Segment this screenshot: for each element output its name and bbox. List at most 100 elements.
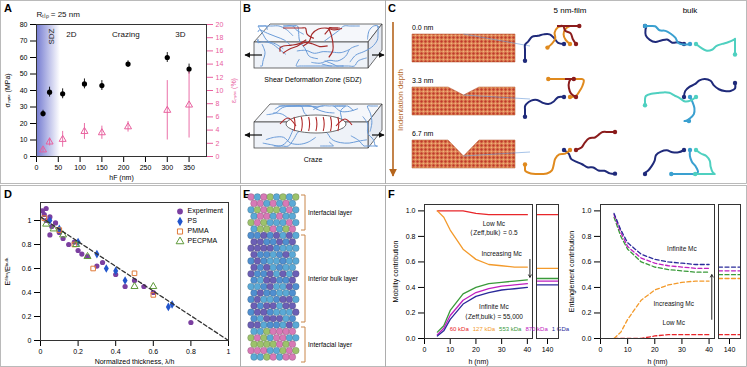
- svg-text:0.8: 0.8: [582, 233, 592, 240]
- svg-text:0.0: 0.0: [406, 335, 416, 342]
- svg-text:Increasing Mc: Increasing Mc: [654, 300, 695, 308]
- svg-text:B: B: [243, 2, 251, 14]
- svg-text:70: 70: [20, 37, 28, 44]
- svg-text:Low Mc: Low Mc: [483, 220, 506, 227]
- svg-text:A: A: [4, 2, 12, 14]
- svg-text:20: 20: [472, 346, 480, 353]
- svg-text:0.2: 0.2: [582, 309, 592, 316]
- svg-text:0.6: 0.6: [148, 348, 158, 355]
- svg-text:0.2: 0.2: [73, 348, 83, 355]
- svg-text:εₘₐₓ (%): εₘₐₓ (%): [230, 78, 238, 103]
- svg-text:0.8: 0.8: [22, 241, 32, 248]
- svg-text:8: 8: [216, 100, 220, 107]
- svg-text:20: 20: [20, 120, 28, 127]
- svg-text:0: 0: [35, 164, 39, 171]
- svg-text:1.0: 1.0: [406, 207, 416, 214]
- svg-text:50: 50: [54, 164, 62, 171]
- svg-text:200: 200: [118, 164, 130, 171]
- svg-text:30: 30: [678, 346, 686, 353]
- svg-text:Infinite Mc: Infinite Mc: [479, 303, 509, 310]
- svg-text:D: D: [4, 188, 12, 200]
- svg-text:0: 0: [24, 153, 28, 160]
- svg-text:6: 6: [216, 113, 220, 120]
- svg-text:0.6: 0.6: [406, 258, 416, 265]
- svg-text:bulk: bulk: [683, 6, 699, 15]
- svg-text:F: F: [388, 188, 395, 200]
- svg-text:σₘₐₓ (MPa): σₘₐₓ (MPa): [4, 73, 12, 107]
- svg-text:Normalized thickness, λ/h: Normalized thickness, λ/h: [95, 358, 175, 365]
- svg-text:0: 0: [28, 337, 32, 344]
- svg-text:50: 50: [20, 70, 28, 77]
- svg-text:12: 12: [216, 74, 224, 81]
- svg-text:Interfacial layer: Interfacial layer: [308, 209, 353, 217]
- svg-text:80: 80: [20, 21, 28, 28]
- svg-text:Craze: Craze: [304, 156, 323, 163]
- svg-text:Interior bulk layer: Interior bulk layer: [308, 275, 359, 283]
- svg-text:Increasing Mc: Increasing Mc: [481, 250, 522, 258]
- svg-text:10: 10: [446, 346, 454, 353]
- svg-text:hF (nm): hF (nm): [109, 174, 134, 182]
- svg-text:60: 60: [20, 54, 28, 61]
- svg-text:Interfacial layer: Interfacial layer: [308, 341, 353, 349]
- svg-text:300: 300: [161, 164, 173, 171]
- svg-text:16: 16: [216, 47, 224, 54]
- svg-text:14: 14: [216, 60, 224, 67]
- svg-text:0.2: 0.2: [406, 309, 416, 316]
- svg-text:20: 20: [651, 346, 659, 353]
- svg-text:40: 40: [20, 87, 28, 94]
- svg-text:350: 350: [183, 164, 195, 171]
- svg-text:h (nm): h (nm): [468, 358, 488, 366]
- svg-text:30: 30: [498, 346, 506, 353]
- svg-text:0.2: 0.2: [22, 313, 32, 320]
- svg-text:10: 10: [20, 136, 28, 143]
- svg-text:Mobility contribution: Mobility contribution: [392, 240, 400, 302]
- svg-text:3.3 nm: 3.3 nm: [412, 77, 434, 84]
- svg-text:100: 100: [74, 164, 86, 171]
- svg-text:0: 0: [423, 346, 427, 353]
- svg-text:h (nm): h (nm): [647, 358, 667, 366]
- svg-text:250: 250: [140, 164, 152, 171]
- svg-text:1: 1: [227, 348, 231, 355]
- svg-text:⟨Zeff,bulk⟩ = 55,000: ⟨Zeff,bulk⟩ = 55,000: [465, 313, 523, 320]
- svg-text:0.0: 0.0: [582, 335, 592, 342]
- svg-text:0.6: 0.6: [22, 265, 32, 272]
- svg-text:3D: 3D: [175, 30, 185, 39]
- svg-text:20: 20: [216, 21, 224, 28]
- svg-text:140: 140: [724, 346, 736, 353]
- svg-text:150: 150: [96, 164, 108, 171]
- svg-text:C: C: [388, 2, 396, 14]
- svg-text:Eᶠⁱˡᵐ/Eᵇᵘˡᵏ: Eᶠⁱˡᵐ/Eᵇᵘˡᵏ: [4, 257, 11, 285]
- svg-text:1.0: 1.0: [582, 207, 592, 214]
- svg-text:6.7 nm: 6.7 nm: [412, 130, 434, 137]
- svg-text:Infinite Mc: Infinite Mc: [667, 245, 697, 252]
- svg-text:SDZ: SDZ: [47, 28, 56, 44]
- svg-text:Crazing: Crazing: [112, 30, 140, 39]
- svg-text:30: 30: [20, 103, 28, 110]
- svg-text:2: 2: [216, 140, 220, 147]
- svg-text:0: 0: [39, 348, 43, 355]
- svg-text:Shear Deformation Zone (SDZ): Shear Deformation Zone (SDZ): [264, 76, 361, 84]
- svg-text:4: 4: [216, 126, 220, 133]
- svg-text:0: 0: [216, 153, 220, 160]
- svg-text:0.4: 0.4: [111, 348, 121, 355]
- svg-text:Rₜᵢₚ = 25 nm: Rₜᵢₚ = 25 nm: [37, 10, 81, 19]
- svg-text:⟨Zeff,bulk⟩ = 0.5: ⟨Zeff,bulk⟩ = 0.5: [470, 229, 518, 236]
- svg-text:140: 140: [542, 346, 554, 353]
- svg-text:0.4: 0.4: [406, 284, 416, 291]
- svg-text:0.4: 0.4: [582, 284, 592, 291]
- svg-text:0.4: 0.4: [22, 289, 32, 296]
- svg-text:40: 40: [705, 346, 713, 353]
- svg-text:0.8: 0.8: [406, 233, 416, 240]
- svg-text:40: 40: [523, 346, 531, 353]
- svg-text:0.8: 0.8: [186, 348, 196, 355]
- svg-text:Indentation depth: Indentation depth: [396, 69, 405, 131]
- svg-text:0.0 nm: 0.0 nm: [412, 24, 434, 31]
- svg-text:1: 1: [28, 217, 32, 224]
- svg-text:Entanglement contribution: Entanglement contribution: [568, 231, 576, 312]
- svg-text:2D: 2D: [66, 30, 76, 39]
- svg-text:10: 10: [624, 346, 632, 353]
- svg-text:0: 0: [599, 346, 603, 353]
- svg-text:Low Mc: Low Mc: [663, 319, 686, 326]
- svg-text:0.6: 0.6: [582, 258, 592, 265]
- svg-text:10: 10: [216, 87, 224, 94]
